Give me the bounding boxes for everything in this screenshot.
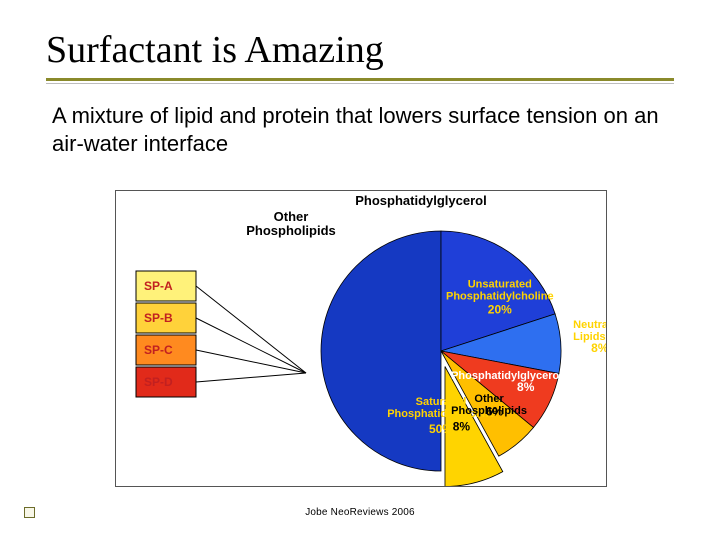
label-phosphatidylglycerol: Phosphatidylglycerol bbox=[355, 193, 486, 208]
legend-label-sp-b: SP-B bbox=[144, 311, 173, 325]
slide-title: Surfactant is Amazing bbox=[46, 28, 680, 72]
pie-pct-saturated_pc: 50% bbox=[429, 422, 453, 436]
pie-label-unsaturated_pc: Phosphatidylcholine bbox=[446, 291, 554, 303]
pie-label-other_pl: Phospholipids bbox=[451, 405, 527, 417]
legend-leader-sp-c bbox=[196, 350, 306, 373]
pie-label-neutral_lipids: Neutral bbox=[573, 319, 606, 331]
label-other-phospholipids: Other bbox=[274, 209, 309, 224]
pie-label-neutral_lipids: Lipids bbox=[573, 331, 605, 343]
legend-leader-sp-a bbox=[196, 286, 306, 373]
pie-slice-saturated_pc bbox=[321, 231, 441, 471]
title-rule bbox=[46, 78, 674, 84]
pie-pct-proteins: 8% bbox=[453, 419, 471, 433]
pie-chart: 50%SaturatedPhosphatidylcholine20%Unsatu… bbox=[115, 190, 607, 487]
pie-label-other_pl: Other bbox=[474, 393, 504, 405]
citation: Jobe NeoReviews 2006 bbox=[0, 507, 720, 518]
legend-leader-sp-b bbox=[196, 318, 306, 373]
footer-decoration bbox=[24, 507, 35, 518]
legend-label-sp-d: SP-D bbox=[144, 375, 173, 389]
legend-label-sp-c: SP-C bbox=[144, 343, 173, 357]
body-text: A mixture of lipid and protein that lowe… bbox=[52, 102, 670, 157]
label-other-phospholipids: Phospholipids bbox=[246, 223, 336, 238]
slide-root: Surfactant is Amazing A mixture of lipid… bbox=[0, 0, 720, 540]
pie-label-unsaturated_pc: Unsaturated bbox=[468, 279, 532, 291]
legend-label-sp-a: SP-A bbox=[144, 279, 173, 293]
pie-label-pg: Phosphatidylglycerol bbox=[451, 370, 562, 382]
pie-pct-neutral_lipids: 8% bbox=[591, 341, 606, 355]
pie-pct-unsaturated_pc: 20% bbox=[488, 303, 512, 317]
legend-leader-sp-d bbox=[196, 373, 306, 382]
title-block: Surfactant is Amazing bbox=[40, 28, 680, 84]
